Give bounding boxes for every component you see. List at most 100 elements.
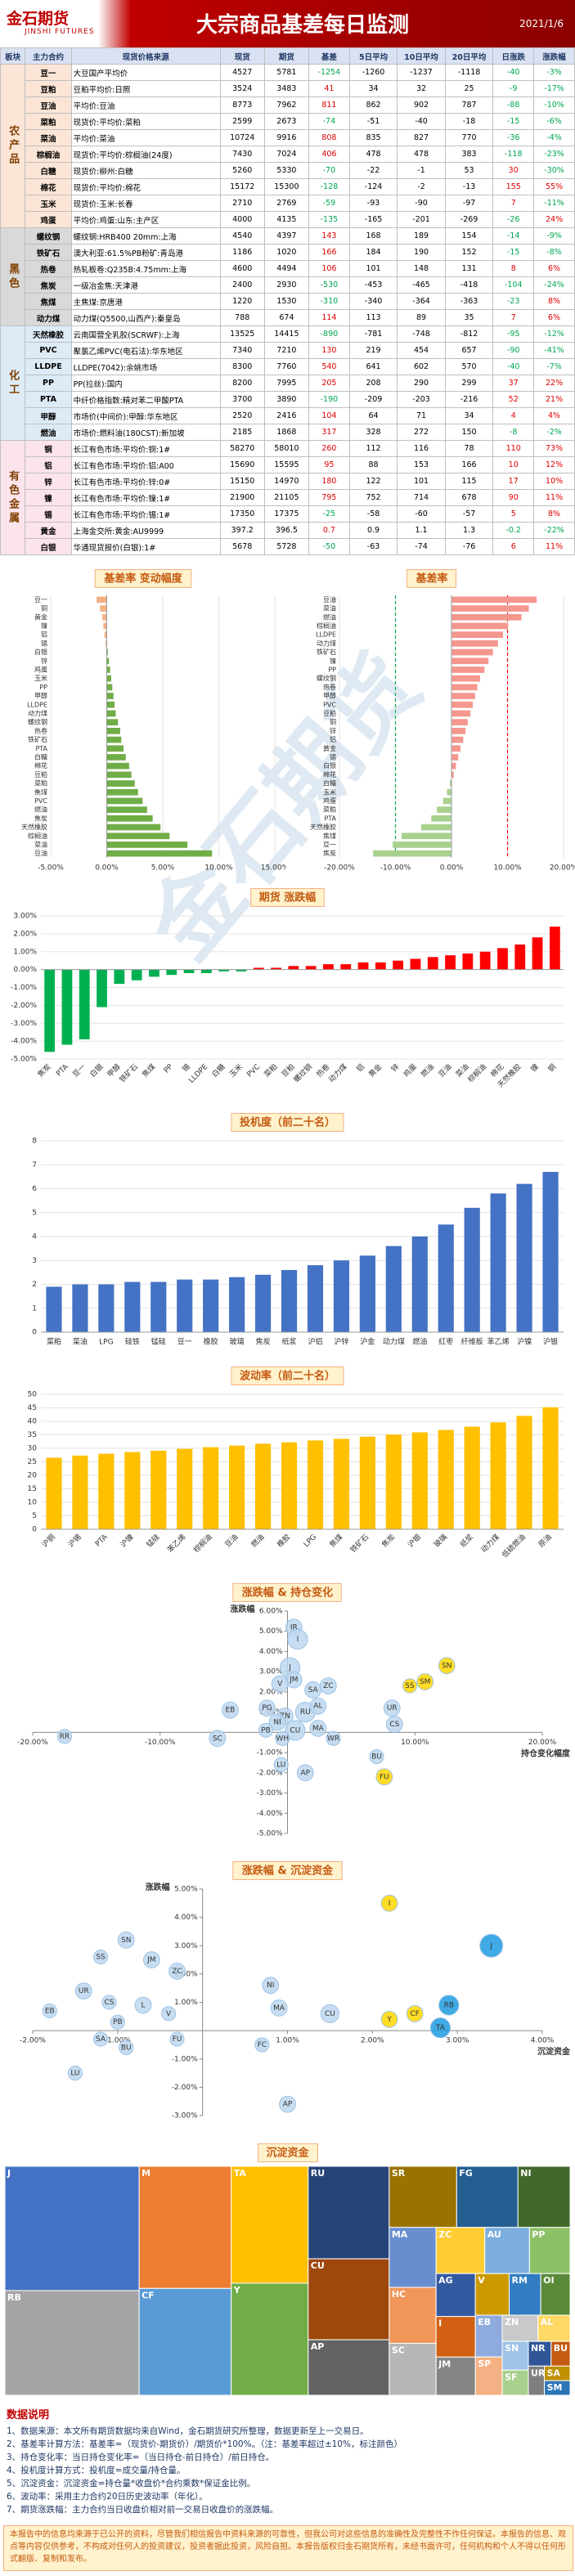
bar [106,754,126,761]
cell: -22% [533,522,575,539]
cell: 天然橡胶 [25,325,72,343]
y-tick-label: 棕榈油 [28,832,47,840]
x-tick-label: 豆油 [436,1061,453,1079]
cell: 白糖 [25,162,72,179]
cell: -340 [348,293,398,310]
y-tick-label: -4.00% [11,1038,37,1046]
treemap-cell [231,2282,309,2396]
cell: 1868 [263,424,309,441]
y-tick-label: -1.00% [172,2055,198,2063]
cell: -104 [492,276,535,294]
chart: 波动率（前二十名） 0 5 10 15 20 25 30 35 40 45 50 沪铜 沪锡 PTA 沪镍 锰硅… [28,1367,564,1560]
cell: 8% [533,505,575,523]
bar [490,1422,506,1529]
bubble [271,1675,289,1693]
x-tick-label: 菜粕 [262,1061,279,1079]
bubble [326,1730,341,1746]
cell: -1118 [444,64,494,81]
bar [131,969,142,981]
bar [106,797,143,805]
treemap-cell [537,2314,571,2342]
title-box [406,569,457,588]
bubble [262,1977,280,1995]
y-tick-label: -5.00% [257,1830,283,1838]
table-row: 黑色 螺纹钢 螺纹钢:HRB400 20mm:上海 4540 4397 143 168 189… [0,227,575,326]
bubble [56,1729,73,1744]
y-tick-label: 菜油 [34,840,47,848]
cell: 17 [492,473,535,490]
cell: -74 [397,538,446,555]
cell: 7 [492,309,535,326]
bar [79,969,90,1039]
cell: 478 [348,146,398,163]
y-tick-label: 豆油 [34,849,47,857]
cell: 现货价:平均价:棕榈油(24度) [70,146,221,163]
y-tick-label: PTA [324,815,336,822]
table-row: 有色金属铜长江有色市场:平均价:铜:1# 58270 58010 260 112 116 7… [0,440,575,555]
bar [411,1236,428,1332]
y-tick-label: 鸡蛋 [323,797,336,805]
title-box [250,888,325,907]
note-line: 7、期货涨跌幅：主力合约当日收盘价相对前一交易日收盘价的涨跌幅。 [7,2505,279,2515]
cell: 菜油 [25,129,72,146]
sector-cell: 有色金属 [0,440,26,555]
cell: 478 [397,146,446,163]
cell: -8% [533,244,575,261]
cell: 115 [444,473,494,490]
cell: 7024 [263,146,309,163]
bubble-label: MA [312,1725,325,1733]
y-tick-label: PTA [35,745,47,752]
bar [445,955,456,970]
y-tick-label: LLDPE [27,701,47,708]
cell: 现货价:玉米:长春 [70,195,221,212]
treemap-label: RU [311,2168,325,2179]
chart-title: 沉淀资金 [266,2147,309,2160]
cell: 15595 [263,456,309,473]
cell: 11% [533,538,575,555]
x-tick-label: 沪银 [543,1337,558,1347]
cell: 长江有色市场:平均价:锌:0# [70,473,221,490]
bar [236,969,247,972]
bubble [309,1720,327,1737]
x-tick-label: 0.00% [95,864,119,873]
cell: -0.2 [492,522,535,539]
treemap-cell [4,2290,140,2396]
y-tick-label: 豆油 [323,595,336,604]
table-row: PTA 中纤价格指数:精对苯二甲酸PTA 3700 3890 -190 -209 -203-… [1,391,575,408]
cell: 动力煤 [25,309,72,326]
y-tick-label: 热卷 [34,726,47,734]
bubble-label: NI [267,1981,274,1990]
bar [542,1172,559,1332]
y-tick-label: 30 [28,1445,38,1453]
table-row: 菜油 平均价:菜油 10724 9916 808 835 827 770 -36 -4% [1,129,575,146]
treemap-label: M [142,2168,150,2179]
cell: 7210 [263,342,309,359]
treemap-cell [501,2340,529,2371]
bar [103,622,107,630]
cell: 21105 [263,489,309,506]
x-tick-label: 菜粕 [47,1337,61,1347]
y-tick-label: 棕榈油 [317,622,336,630]
bar [106,657,110,665]
table-row: 燃油 市场价:燃料油(180CST):新加坡 2185 1868 317 328 272 15… [1,424,575,441]
cell: 豆一 [25,64,72,81]
cell: 902 [397,96,446,114]
bubble-label: MA [273,2004,285,2013]
logo: 金石期货 [7,10,70,28]
cell: 棕榈油 [25,146,72,163]
treemap-cell [389,2342,437,2396]
y-tick-label: 0.00% [13,966,37,974]
y-tick-label: 铜 [330,718,336,726]
cell: 90 [492,489,535,506]
cell: 豆粕平均价:日照 [70,80,221,97]
bar [106,736,122,743]
y-tick-label: 3.00% [174,1942,198,1950]
y-tick-label: 白糖 [34,752,47,761]
x-tick-label: 白糖 [209,1061,227,1079]
cell: -465 [397,276,446,294]
header-cell: 涨跌幅 [533,47,575,65]
cell: 铝 [25,456,72,473]
bubble [101,1995,117,2010]
y-tick-label: 玉米 [34,674,47,682]
x-tick-label: 燃油 [412,1337,427,1347]
